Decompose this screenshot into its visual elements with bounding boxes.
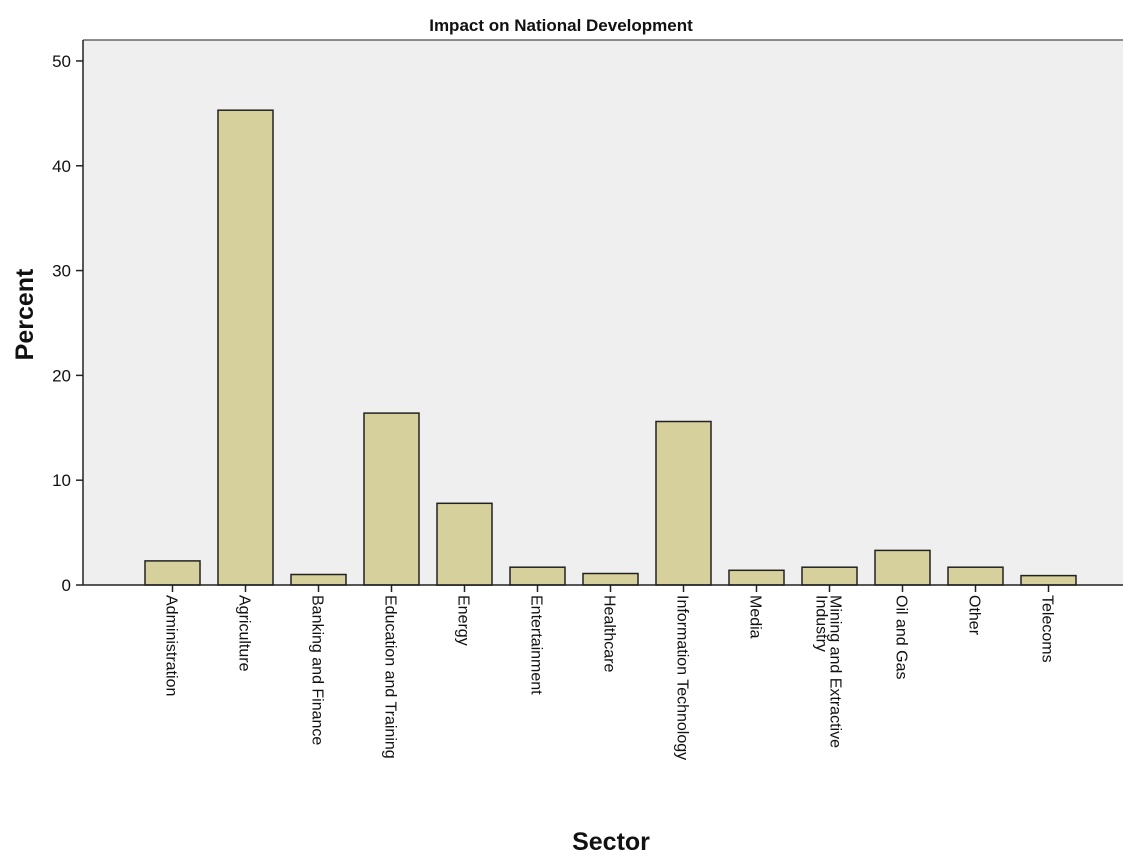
bar-4 [436, 502, 493, 586]
y-tick-label-50: 50 [52, 52, 71, 71]
bar-12 [1020, 574, 1077, 586]
x-tick-label-3-line-0: Education and Training [382, 595, 399, 759]
y-tick-label-20: 20 [52, 366, 71, 385]
y-tick-label-30: 30 [52, 262, 71, 281]
x-tick-label-9-line-1: Industry [813, 595, 830, 652]
y-tick-label-10: 10 [52, 471, 71, 490]
bar-8 [728, 569, 785, 586]
bar-0 [144, 560, 201, 586]
bar-6 [582, 572, 639, 586]
x-tick-label-7: Information Technology [674, 595, 691, 760]
bar-11 [947, 566, 1004, 586]
x-tick-label-9-line-0: Mining and Extractive [827, 595, 844, 748]
bar-2 [290, 573, 347, 586]
chart-title: Impact on National Development [429, 16, 693, 35]
y-tick-label-40: 40 [52, 157, 71, 176]
x-tick-label-5-line-0: Entertainment [528, 595, 545, 695]
x-tick-label-8-line-0: Media [747, 595, 764, 639]
axes-group [82, 39, 1123, 586]
x-tick-label-6: Healthcare [601, 595, 618, 672]
x-tick-label-1: Agriculture [236, 595, 253, 672]
y-axis-title: Percent [11, 268, 39, 360]
x-tick-label-11: Other [966, 595, 983, 636]
x-tick-label-12: Telecoms [1039, 595, 1056, 663]
x-tick-label-4: Energy [455, 595, 472, 646]
bar-10 [874, 549, 931, 586]
bar-7 [655, 420, 712, 586]
x-ticks-group: Administration Agriculture Banking and Fin… [163, 585, 1056, 760]
x-tick-label-5: Entertainment [528, 595, 545, 695]
x-tick-label-2: Banking and Finance [309, 595, 326, 745]
x-tick-label-2-line-0: Banking and Finance [309, 595, 326, 745]
bar-9 [801, 566, 858, 586]
y-tick-label-0: 0 [62, 576, 71, 595]
x-tick-label-3: Education and Training [382, 595, 399, 759]
x-tick-label-12-line-0: Telecoms [1039, 595, 1056, 663]
x-tick-label-11-line-0: Other [966, 595, 983, 636]
x-tick-label-7-line-0: Information Technology [674, 595, 691, 760]
bars-group [144, 109, 1077, 586]
x-tick-label-0-line-0: Administration [163, 595, 180, 696]
x-tick-label-6-line-0: Healthcare [601, 595, 618, 672]
bar-5 [509, 566, 566, 586]
y-ticks-group: 0 10 20 30 40 50 [52, 52, 83, 595]
x-tick-label-10: Oil and Gas [893, 595, 910, 679]
x-tick-label-8: Media [747, 595, 764, 639]
x-axis-title: Sector [572, 828, 650, 855]
bar-1 [217, 109, 274, 586]
x-tick-label-10-line-0: Oil and Gas [893, 595, 910, 679]
bar-3 [363, 412, 420, 586]
x-tick-label-4-line-0: Energy [455, 595, 472, 646]
x-tick-label-1-line-0: Agriculture [236, 595, 253, 672]
x-tick-label-0: Administration [163, 595, 180, 696]
